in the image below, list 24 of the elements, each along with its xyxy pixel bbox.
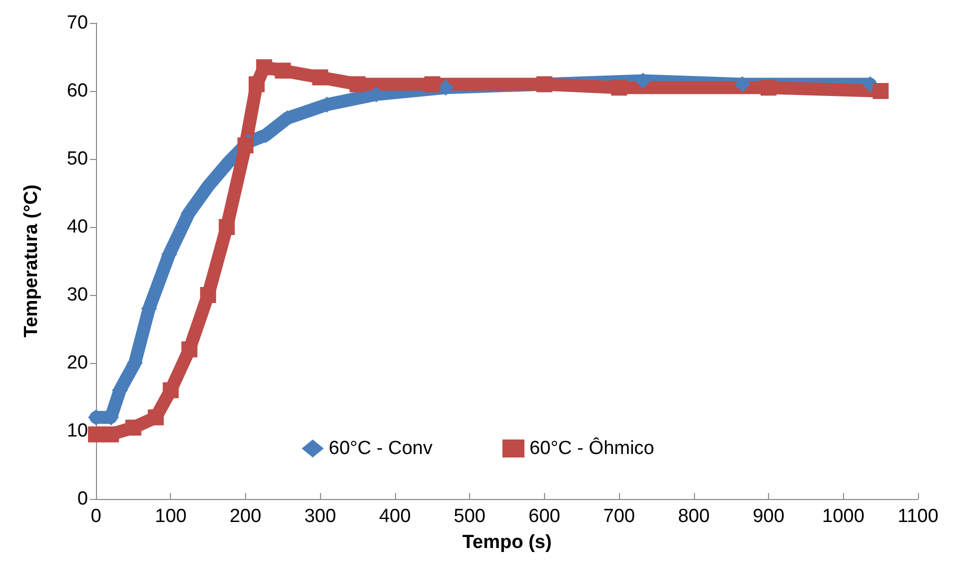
legend-label: 60°C - Ôhmico (529, 437, 654, 459)
x-tick-label: 900 (752, 506, 784, 527)
y-tick-label: 0 (77, 488, 88, 510)
y-tick-label: 60 (66, 80, 88, 102)
y-tick-label: 20 (66, 352, 88, 374)
y-tick-label: 50 (66, 148, 88, 170)
x-tick-label: 800 (678, 506, 710, 527)
x-tick-label: 100 (154, 506, 187, 527)
x-tick-label: 700 (603, 506, 635, 527)
y-axis-title: Temperatura (°C) (21, 184, 42, 338)
x-tick-label: 600 (528, 506, 560, 527)
legend-label: 60°C - Conv (328, 438, 433, 459)
x-tick-label: 200 (230, 506, 262, 527)
x-axis-title: Tempo (s) (462, 532, 552, 553)
x-tick-label: 0 (90, 506, 102, 527)
y-tick-label: 40 (66, 216, 88, 238)
x-tick-label: 300 (304, 506, 336, 527)
x-tick-label: 1000 (822, 506, 864, 527)
x-tick-label: 500 (454, 506, 486, 527)
y-tick-label: 10 (66, 420, 88, 442)
y-tick-label: 30 (66, 284, 88, 306)
x-tick-label: 1100 (898, 506, 938, 527)
x-tick-label: 400 (379, 506, 411, 527)
y-tick-label: 70 (66, 12, 88, 34)
